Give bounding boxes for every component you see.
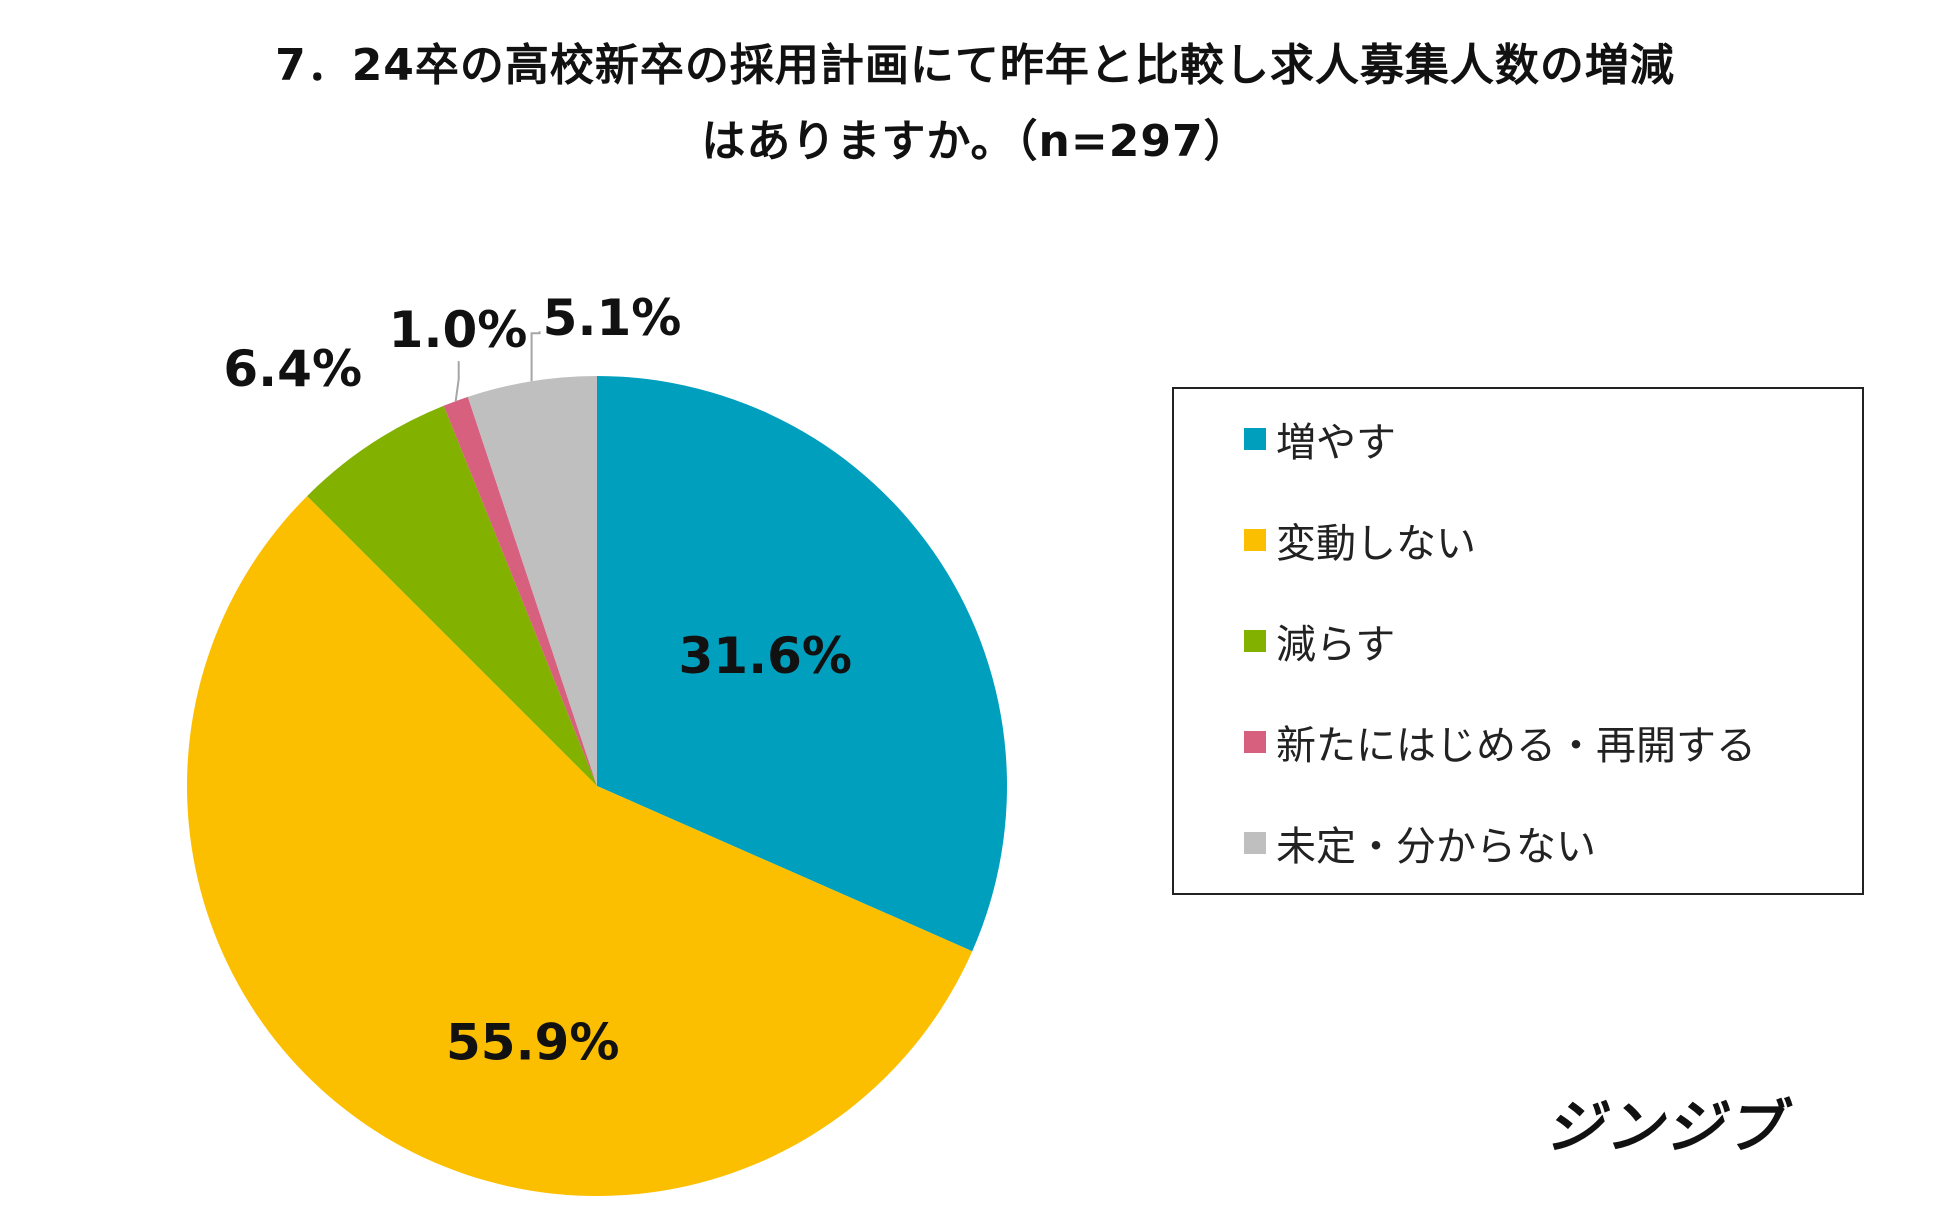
legend-swatch: [1244, 832, 1266, 854]
legend-swatch: [1244, 529, 1266, 551]
chart-title-line-2: はありますか。（n=297）: [701, 116, 1249, 167]
data-label-new-start: 1.0%: [389, 301, 528, 359]
legend-item-undecided: 未定・分からない: [1244, 813, 1596, 873]
pie-slice-decrease: [307, 405, 597, 786]
data-label-no-change: 55.9%: [446, 1013, 619, 1071]
legend-label: 増やす: [1276, 420, 1396, 466]
legend-swatch: [1244, 428, 1266, 450]
chart-title: 7．24卒の高校新卒の採用計画にて昨年と比較し求人募集人数の増減 はありますか。…: [0, 28, 1950, 180]
data-label-undecided: 5.1%: [543, 289, 682, 347]
pie-slice-undecided: [467, 376, 597, 786]
legend-item-no-change: 変動しない: [1244, 510, 1476, 570]
data-label-increase: 31.6%: [679, 627, 852, 685]
legend-label: 未定・分からない: [1276, 824, 1596, 870]
pie-slice-new-start: [443, 396, 597, 786]
legend-label: 減らす: [1276, 622, 1396, 668]
legend-swatch: [1244, 630, 1266, 652]
pie-slice-no-change: [187, 496, 973, 1196]
legend-item-increase: 増やす: [1244, 409, 1396, 469]
leader-line-new-start: [454, 361, 460, 402]
legend-label: 新たにはじめる・再開する: [1276, 723, 1756, 769]
legend-item-decrease: 減らす: [1244, 611, 1395, 671]
chart-legend: 増やす 変動しない 減らす 新たにはじめる・再開する 未定・分からない: [1172, 387, 1864, 895]
data-label-decrease: 6.4%: [223, 340, 362, 398]
chart-title-line-1: 7．24卒の高校新卒の採用計画にて昨年と比較し求人募集人数の増減: [275, 40, 1675, 91]
pie-slice-increase: [597, 376, 1007, 952]
legend-label: 変動しない: [1276, 521, 1476, 567]
leader-line-undecided: [530, 331, 541, 382]
legend-item-new-start: 新たにはじめる・再開する: [1244, 712, 1756, 772]
legend-swatch: [1244, 731, 1266, 753]
brand-logo: ジンジブ: [1545, 1093, 1786, 1161]
